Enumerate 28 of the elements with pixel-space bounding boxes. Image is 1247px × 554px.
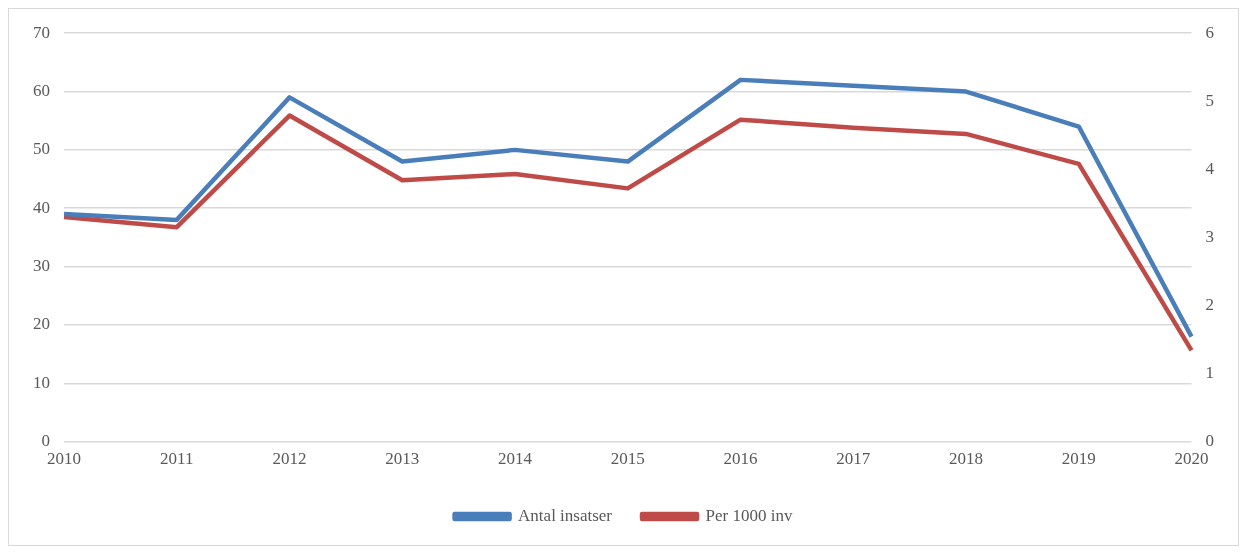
y2-tick-label: 2	[1205, 294, 1214, 314]
y2-tick-label: 4	[1205, 158, 1215, 178]
y-tick-label: 60	[33, 81, 50, 101]
legend-label: Antal insatser	[518, 505, 613, 525]
x-tick-label: 2020	[1174, 449, 1209, 469]
y-tick-label: 0	[41, 431, 50, 451]
x-tick-label: 2017	[836, 449, 871, 469]
x-tick-label: 2015	[610, 449, 645, 469]
y-tick-label: 70	[33, 22, 50, 42]
x-tick-label: 2014	[498, 449, 533, 469]
y2-tick-label: 1	[1205, 363, 1214, 382]
y-tick-label: 40	[33, 197, 50, 217]
x-tick-label: 2011	[160, 449, 194, 469]
y-tick-label: 10	[33, 372, 50, 392]
legend-label: Per 1000 inv	[705, 505, 793, 525]
y-tick-label: 50	[33, 139, 50, 159]
y2-tick-label: 5	[1205, 90, 1214, 110]
y2-tick-label: 3	[1205, 226, 1214, 246]
x-tick-label: 2013	[385, 449, 420, 469]
y2-tick-label: 0	[1205, 431, 1214, 451]
x-tick-label: 2010	[47, 449, 81, 469]
x-tick-label: 2019	[1061, 449, 1096, 469]
y-tick-label: 20	[33, 314, 50, 334]
y-tick-label: 30	[33, 256, 50, 276]
x-tick-label: 2016	[723, 449, 758, 469]
x-tick-label: 2012	[272, 449, 307, 469]
x-tick-label: 2018	[949, 449, 983, 469]
y2-tick-label: 6	[1205, 22, 1214, 42]
